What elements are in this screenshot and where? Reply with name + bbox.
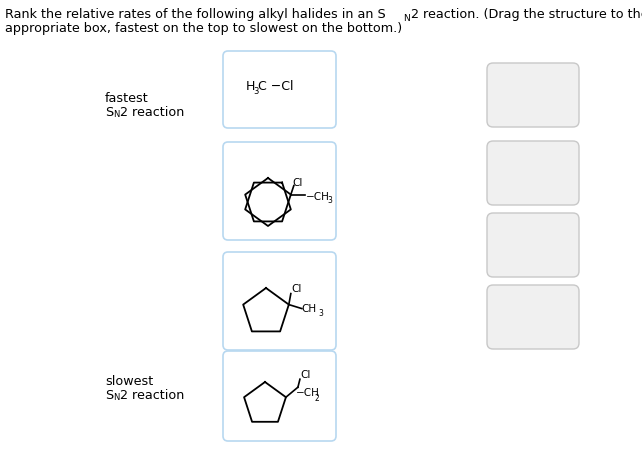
Text: appropriate box, fastest on the top to slowest on the bottom.): appropriate box, fastest on the top to s… — [5, 22, 402, 35]
Text: Rank the relative rates of the following alkyl halides in an S: Rank the relative rates of the following… — [5, 8, 386, 21]
FancyBboxPatch shape — [223, 253, 336, 350]
FancyBboxPatch shape — [487, 285, 579, 349]
FancyBboxPatch shape — [487, 64, 579, 128]
Text: H: H — [246, 80, 256, 93]
Text: C −Cl: C −Cl — [258, 80, 293, 93]
Text: Cl: Cl — [292, 283, 302, 293]
Text: 2 reaction. (Drag the structure to the: 2 reaction. (Drag the structure to the — [411, 8, 642, 21]
Text: −CH: −CH — [306, 191, 330, 201]
Text: S: S — [105, 106, 113, 119]
FancyBboxPatch shape — [487, 142, 579, 206]
Text: −CH: −CH — [296, 387, 320, 397]
Text: 3: 3 — [253, 86, 258, 95]
Text: CH: CH — [302, 303, 317, 313]
Text: Cl: Cl — [300, 369, 310, 379]
Text: N: N — [403, 14, 410, 23]
FancyBboxPatch shape — [223, 143, 336, 240]
Text: 2 reaction: 2 reaction — [120, 106, 184, 119]
Text: slowest: slowest — [105, 374, 153, 387]
Text: fastest: fastest — [105, 92, 149, 105]
Text: S: S — [105, 388, 113, 401]
FancyBboxPatch shape — [487, 213, 579, 277]
Text: 2 reaction: 2 reaction — [120, 388, 184, 401]
Text: 3: 3 — [328, 196, 333, 205]
Text: N: N — [113, 392, 119, 401]
Text: 2: 2 — [315, 393, 320, 402]
Text: 3: 3 — [319, 308, 324, 318]
FancyBboxPatch shape — [223, 52, 336, 129]
Text: Cl: Cl — [293, 177, 303, 187]
Text: N: N — [113, 110, 119, 119]
FancyBboxPatch shape — [223, 351, 336, 441]
